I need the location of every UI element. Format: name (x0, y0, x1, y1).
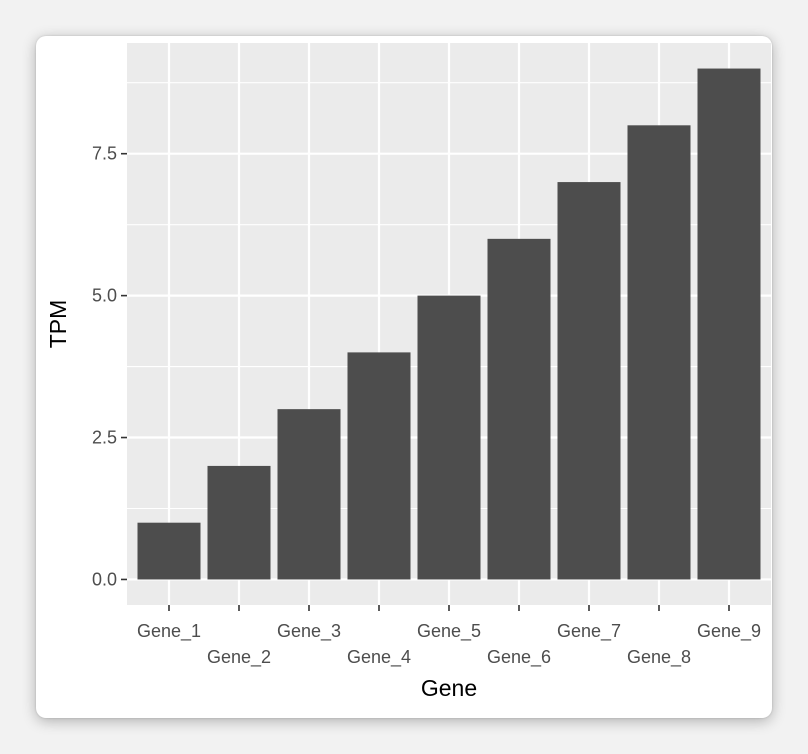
y-axis-title: TPM (45, 300, 71, 349)
x-axis-title: Gene (421, 675, 477, 701)
bar-chart: 0.02.55.07.5 Gene_1Gene_2Gene_3Gene_4Gen… (45, 43, 771, 701)
y-tick-label: 5.0 (92, 286, 117, 306)
bar-Gene_7 (557, 182, 621, 580)
bar-Gene_4 (347, 352, 411, 580)
x-tick-label: Gene_1 (137, 621, 201, 642)
bars (137, 68, 761, 580)
x-tick-label: Gene_6 (487, 647, 551, 668)
bar-Gene_5 (417, 295, 481, 580)
bar-Gene_1 (137, 522, 201, 580)
x-tick-label: Gene_3 (277, 621, 341, 642)
bar-Gene_8 (627, 125, 691, 580)
y-tick-label: 2.5 (92, 428, 117, 448)
bar-Gene_9 (697, 68, 761, 580)
chart-card: 0.0 2.5 5.0 7.5 Gene_1 Gene_2 Gene_3 Gene_4 Gen… (36, 36, 772, 718)
bar-Gene_6 (487, 238, 551, 580)
bar-Gene_2 (207, 465, 271, 580)
bar-Gene_3 (277, 409, 341, 580)
x-tick-label: Gene_8 (627, 647, 691, 668)
y-tick-label: 7.5 (92, 144, 117, 164)
x-axis: Gene_1 Gene_2 Gene_3 Gene_4 Gene_5 Gene_6 Gene… (137, 605, 761, 668)
x-tick-label: Gene_4 (347, 647, 411, 668)
x-tick-label: Gene_2 (207, 647, 271, 668)
x-tick-label: Gene_7 (557, 621, 621, 642)
x-tick-label: Gene_5 (417, 621, 481, 642)
y-tick-label: 0.0 (92, 569, 117, 589)
x-tick-label: Gene_9 (697, 621, 761, 642)
y-axis: 0.0 2.5 5.0 7.5 (92, 144, 127, 589)
